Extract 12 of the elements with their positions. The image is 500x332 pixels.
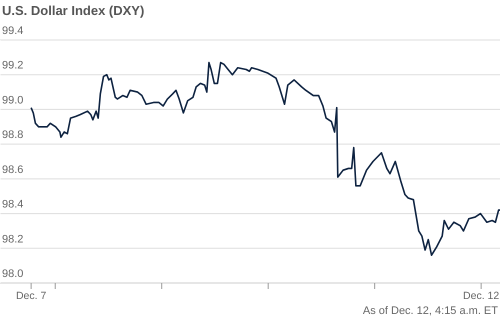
chart-title: U.S. Dollar Index (DXY)	[2, 3, 144, 18]
y-tick-label: 99.4	[2, 25, 24, 37]
y-tick-label: 99.2	[2, 60, 24, 72]
y-tick-label: 98.8	[2, 129, 24, 142]
x-tick-label: Dec. 12	[463, 290, 500, 302]
text: As of Dec. 12, 4:15 a.m. ET	[362, 305, 498, 317]
y-tick-label: 99.0	[2, 94, 24, 106]
y-tick-label: 98.4	[2, 198, 24, 211]
y-tick-label: 98.6	[2, 164, 24, 176]
y-tick-label: 98.2	[2, 233, 24, 246]
x-tick-label: Dec. 7	[16, 290, 46, 302]
y-tick-label: 98.0	[2, 268, 24, 280]
